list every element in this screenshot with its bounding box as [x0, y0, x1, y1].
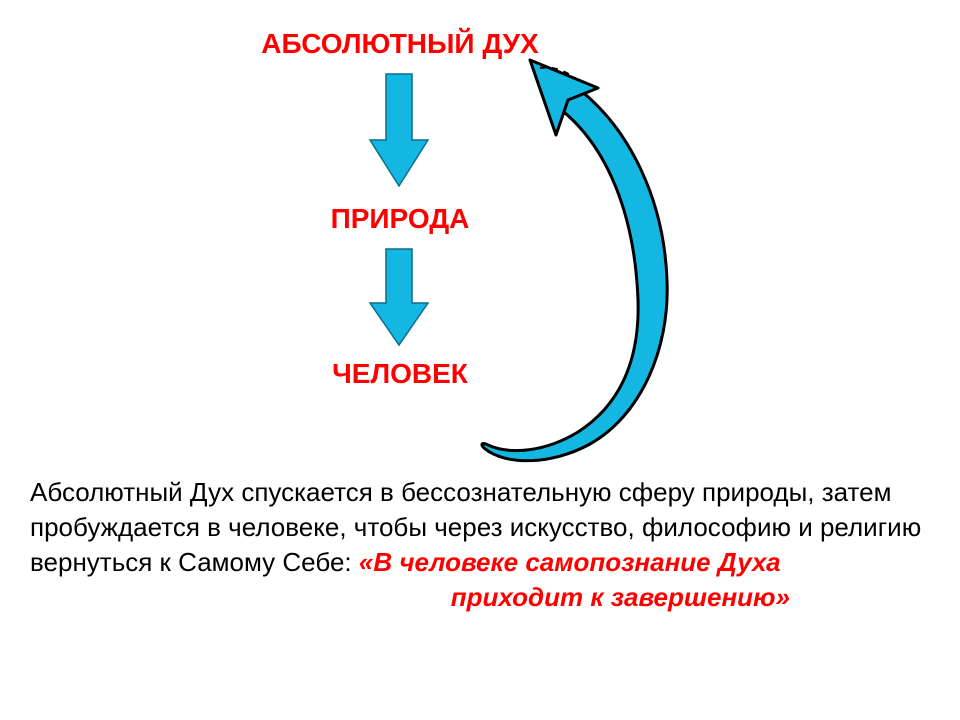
curved-return-arrow [470, 50, 700, 470]
arrow-middle-to-bottom [364, 245, 434, 350]
heading-bottom-text: ЧЕЛОВЕК [332, 358, 468, 389]
diagram-stage: АБСОЛЮТНЫЙ ДУХ ПРИРОДА ЧЕЛОВЕК Абсолютны… [0, 0, 960, 720]
arrow-top-to-middle [364, 70, 434, 190]
explanation-paragraph: Абсолютный Дух спускается в бессознатель… [30, 475, 930, 615]
paragraph-quote-line1: «В человеке самопознание Духа [359, 547, 781, 577]
heading-middle-text: ПРИРОДА [331, 203, 470, 234]
paragraph-quote-line2: приходит к завершению» [451, 582, 790, 612]
